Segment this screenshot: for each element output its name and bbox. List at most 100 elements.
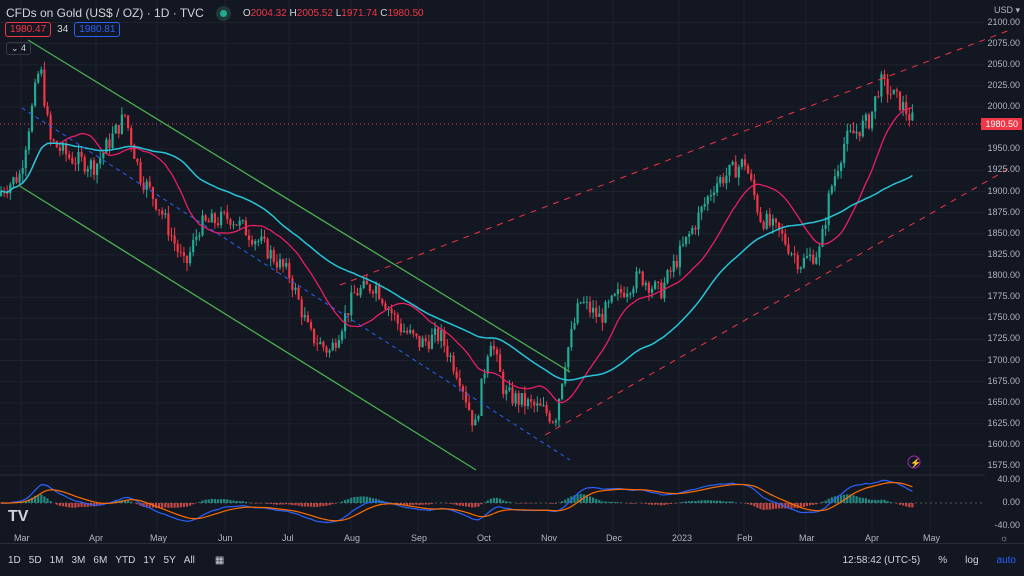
macd-bar	[319, 503, 322, 507]
macd-bar	[700, 500, 703, 503]
sell-button[interactable]: 1980.47	[5, 22, 52, 37]
date-range-icon[interactable]: ▦	[214, 554, 225, 566]
candle-body	[805, 256, 809, 258]
candle-body	[127, 115, 130, 128]
range-button-5y[interactable]: 5Y	[163, 554, 176, 566]
candle-body	[790, 253, 793, 255]
candle-body	[685, 236, 688, 245]
auto-toggle[interactable]: auto	[996, 554, 1016, 566]
tradingview-logo[interactable]: TV	[8, 508, 29, 525]
range-button-3m[interactable]: 3M	[71, 554, 86, 566]
macd-bar	[471, 503, 474, 508]
rising-channel-upper[interactable]	[339, 29, 1011, 286]
time-tick: Dec	[606, 533, 623, 543]
candle-body	[461, 386, 464, 392]
range-button-all[interactable]: All	[183, 554, 195, 566]
indicators-collapse-button[interactable]: ⌄ 4	[6, 42, 32, 55]
candle-body	[238, 220, 241, 226]
macd-bar	[722, 501, 725, 503]
candle-body	[613, 293, 616, 296]
percent-toggle[interactable]: %	[938, 554, 948, 566]
channel-upper-line[interactable]	[27, 39, 571, 373]
range-button-6m[interactable]: 6M	[93, 554, 108, 566]
range-button-1y[interactable]: 1Y	[143, 554, 156, 566]
candle-body	[424, 338, 427, 342]
range-button-1d[interactable]: 1D	[8, 554, 21, 566]
buy-button[interactable]: 1980.81	[74, 22, 121, 37]
macd-bar	[430, 503, 433, 504]
rising-channel-lower[interactable]	[544, 167, 1011, 436]
candle-body	[505, 390, 508, 395]
candle-body	[849, 130, 852, 132]
macd-bar	[883, 499, 886, 503]
settings-icon[interactable]: ☼	[1000, 533, 1009, 543]
channel-lower-line[interactable]	[17, 184, 477, 471]
candle-body	[523, 393, 526, 407]
spread-value: 34	[57, 24, 69, 35]
macd-bar	[223, 499, 226, 503]
time-tick: Jul	[282, 533, 294, 543]
candle-body	[610, 295, 613, 303]
candle-body	[623, 292, 626, 297]
candle-body	[675, 260, 678, 268]
macd-bar	[65, 503, 68, 507]
candle-body	[669, 270, 672, 272]
macd-bar	[719, 500, 722, 503]
macd-bar	[799, 503, 802, 508]
symbol-title[interactable]: CFDs on Gold (US$ / OZ) · 1D · TVC	[6, 6, 204, 20]
time-tick: Mar	[799, 533, 815, 543]
candle-body	[260, 236, 263, 241]
macd-bar	[765, 503, 768, 510]
candle-body	[864, 114, 867, 121]
candle-body	[334, 342, 337, 348]
candle-body	[827, 193, 830, 225]
candle-body	[325, 347, 328, 353]
macd-bar	[660, 503, 663, 506]
candle-body	[638, 271, 641, 273]
candle-body	[905, 102, 908, 115]
macd-bar	[712, 500, 716, 503]
macd-tick: 40.00	[997, 474, 1020, 484]
macd-bar	[898, 503, 902, 505]
macd-bar	[182, 503, 185, 507]
macd-bar	[189, 503, 192, 506]
clock-time[interactable]: 12:58:42 (UTC-5)	[842, 554, 921, 566]
range-button-ytd[interactable]: YTD	[115, 554, 136, 566]
macd-bar	[362, 496, 365, 503]
macd-bar	[774, 503, 778, 509]
macd-bar	[821, 501, 824, 503]
range-button-1m[interactable]: 1M	[49, 554, 64, 566]
macd-bar	[784, 503, 787, 509]
macd-bar	[282, 503, 285, 505]
candle-body	[449, 355, 452, 357]
candle-body	[750, 173, 753, 180]
macd-bar	[86, 503, 89, 507]
candle-body	[393, 313, 396, 315]
candle-body	[731, 161, 734, 165]
macd-tick: -40.00	[994, 520, 1020, 530]
macd-bar	[805, 503, 809, 507]
lightning-icon[interactable]	[907, 455, 921, 469]
candle-body	[530, 399, 533, 402]
macd-bar	[579, 494, 582, 503]
price-tick: 1875.00	[987, 206, 1020, 217]
price-chart[interactable]: ⚡ TV	[0, 0, 1024, 543]
candle-body	[430, 334, 433, 349]
candle-body	[874, 96, 877, 112]
macd-bar	[288, 503, 291, 505]
candle-body	[635, 271, 638, 289]
log-toggle[interactable]: log	[965, 554, 979, 566]
macd-bar	[644, 503, 647, 504]
macd-bar	[235, 500, 238, 503]
currency-select[interactable]: USD ▾	[993, 5, 1020, 15]
range-button-5d[interactable]: 5D	[28, 554, 42, 566]
price-tick: 1850.00	[987, 227, 1020, 238]
macd-bar	[902, 503, 905, 506]
macd-bar	[905, 503, 908, 507]
macd-bar	[396, 503, 399, 505]
macd-line	[0, 479, 913, 524]
candle-body	[24, 149, 27, 169]
macd-bar	[855, 496, 858, 503]
macd-bar	[747, 503, 750, 505]
macd-bar	[399, 503, 402, 505]
